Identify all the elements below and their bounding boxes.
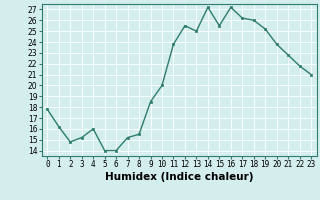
X-axis label: Humidex (Indice chaleur): Humidex (Indice chaleur) [105, 172, 253, 182]
